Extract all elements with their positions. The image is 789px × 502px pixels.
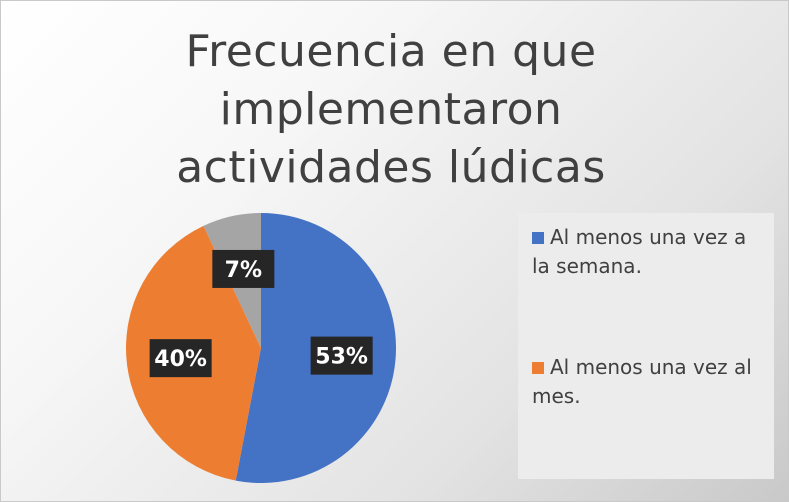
data-label-monthly: 40% [149,339,212,378]
chart-title: Frecuencia en que implementaron activida… [176,26,606,193]
data-label-box [212,249,275,288]
data-label-text: 7% [225,258,262,283]
legend-item-weekly: Al menos una vez a la semana. [532,223,764,281]
legend-swatch-weekly [532,232,544,244]
data-label-weekly: 53% [310,336,373,375]
data-label-box [310,336,373,375]
legend-item-monthly: Al menos una vez al mes. [532,353,764,411]
data-label-other: 7% [212,249,275,288]
data-label-text: 40% [154,347,207,372]
legend-label-weekly: Al menos una vez a la semana. [532,225,747,278]
data-label-box [149,339,212,378]
data-label-text: 53% [315,345,368,370]
legend-label-monthly: Al menos una vez al mes. [532,355,752,408]
legend: Al menos una vez a la semana. Al menos u… [518,213,774,479]
legend-swatch-monthly [532,362,544,374]
